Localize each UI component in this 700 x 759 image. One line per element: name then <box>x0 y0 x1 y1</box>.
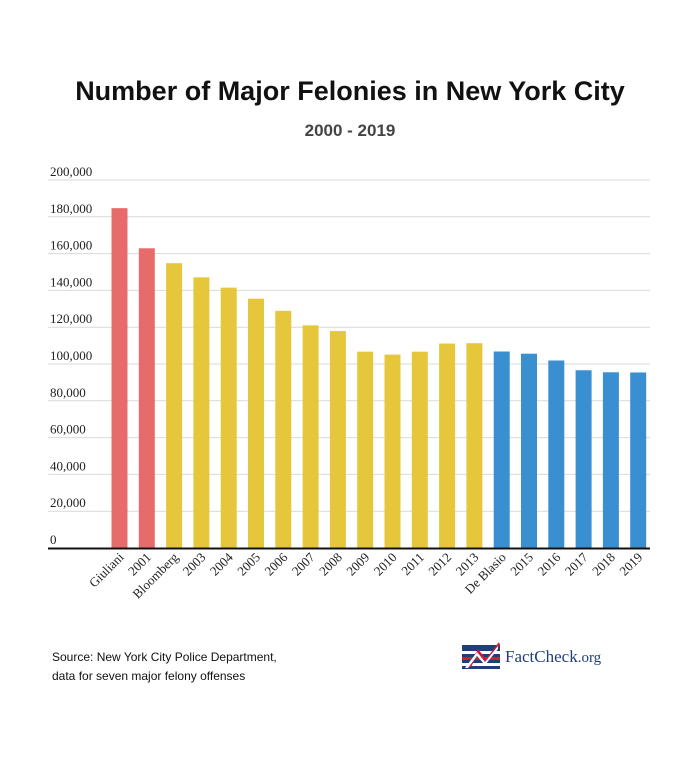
bar-de-blasio <box>493 351 510 548</box>
y-tick-label: 200,000 <box>50 164 92 179</box>
source-note: Source: New York City Police Department,… <box>52 648 277 686</box>
source-line-2: data for seven major felony offenses <box>52 669 246 683</box>
y-tick-label: 160,000 <box>50 238 92 253</box>
y-axis-tick-labels: 0 20,000 40,000 60,000 80,000 100,000 120,000 1… <box>50 164 92 547</box>
bar-chart: 0 20,000 40,000 60,000 80,000 100,000 120,000 1… <box>48 164 650 601</box>
bar-2013 <box>466 343 483 548</box>
x-tick-label: 2003 <box>180 550 209 579</box>
bar-2018 <box>602 372 619 548</box>
y-tick-label: 20,000 <box>50 495 86 510</box>
factcheck-logo[interactable]: FactCheck.org <box>461 640 661 674</box>
x-tick-label: 2012 <box>425 550 454 579</box>
y-tick-label: 40,000 <box>50 458 86 473</box>
bar-2015 <box>521 353 537 548</box>
bar-2009 <box>357 351 374 548</box>
bar-2004 <box>220 287 237 548</box>
bar-2008 <box>329 331 346 548</box>
x-axis-tick-labels: Giuliani2001Bloomberg2003200420052006200… <box>86 549 645 601</box>
y-tick-label: 80,000 <box>50 385 86 400</box>
x-tick-label: 2006 <box>261 549 290 578</box>
logo-text-suffix: .org <box>577 650 602 666</box>
x-tick-label: 2005 <box>234 550 263 579</box>
bar-2005 <box>248 298 264 548</box>
bar-2007 <box>302 325 319 548</box>
bar-2001 <box>138 248 155 548</box>
x-tick-label: 2009 <box>343 550 372 579</box>
flag-logo-icon <box>462 642 500 669</box>
bar-2006 <box>275 310 292 548</box>
logo-text-main: FactCheck <box>505 647 578 666</box>
bar-2010 <box>384 354 401 548</box>
x-tick-label: Giuliani <box>86 549 127 590</box>
x-tick-label: 2019 <box>616 550 645 579</box>
y-tick-label: 180,000 <box>50 201 92 216</box>
bar-2012 <box>439 343 456 548</box>
bar-2011 <box>411 351 428 548</box>
bar-2019 <box>630 372 647 548</box>
y-tick-label: 120,000 <box>50 311 92 326</box>
chart-title: Number of Major Felonies in New York Cit… <box>75 76 625 106</box>
x-tick-label: 2010 <box>371 550 400 579</box>
bar-giuliani <box>111 208 128 549</box>
bar-bloomberg <box>166 263 183 548</box>
chart-subtitle: 2000 - 2019 <box>304 121 396 140</box>
bar-2016 <box>548 360 565 548</box>
y-tick-label: 140,000 <box>50 274 92 289</box>
x-tick-label: 2016 <box>534 549 563 578</box>
x-tick-label: 2017 <box>562 549 591 578</box>
x-tick-label: 2008 <box>316 550 345 579</box>
bar-2017 <box>575 370 592 548</box>
source-line-1: Source: New York City Police Department, <box>52 650 277 664</box>
x-tick-label: 2007 <box>289 549 318 578</box>
bar-2003 <box>193 277 210 548</box>
x-tick-label: 2004 <box>207 549 236 578</box>
y-tick-label: 100,000 <box>50 348 92 363</box>
x-tick-label: 2011 <box>398 550 427 579</box>
y-tick-label: 60,000 <box>50 422 86 437</box>
bars <box>111 208 647 549</box>
y-tick-label: 0 <box>50 532 57 547</box>
x-tick-label: 2015 <box>507 550 536 579</box>
x-tick-label: 2018 <box>589 550 618 579</box>
